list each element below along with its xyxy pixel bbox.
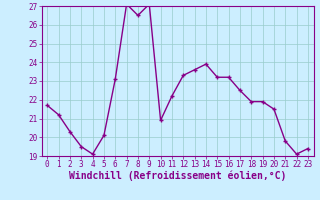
X-axis label: Windchill (Refroidissement éolien,°C): Windchill (Refroidissement éolien,°C) [69, 171, 286, 181]
